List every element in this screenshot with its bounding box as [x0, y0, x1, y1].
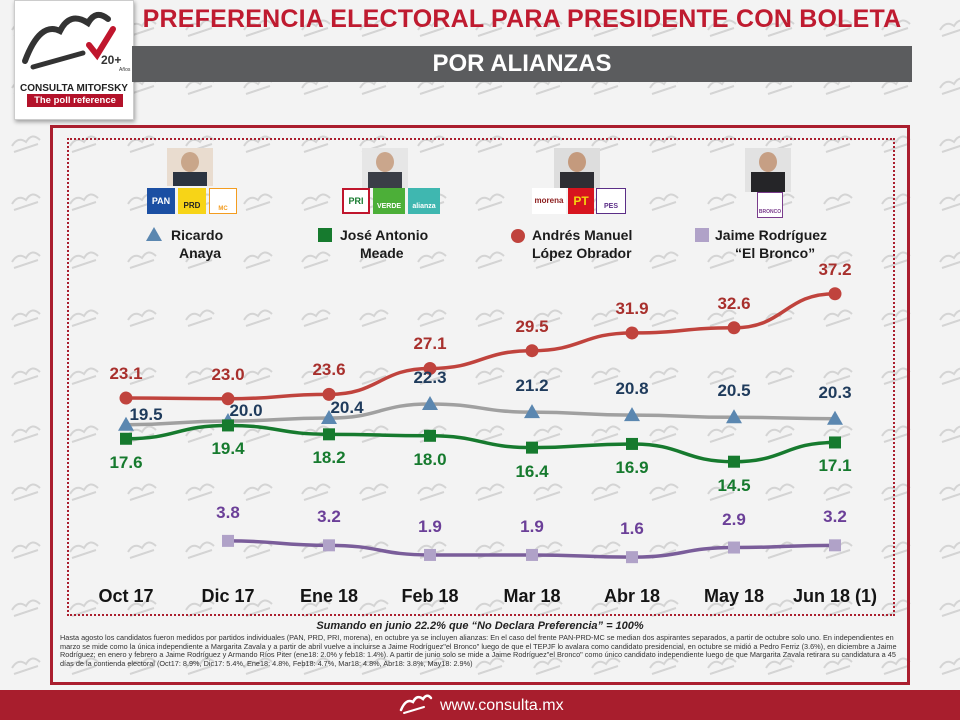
data-label: 18.2: [312, 448, 346, 468]
candidate-name-line2: Meade: [360, 245, 404, 261]
data-label: 20.3: [818, 382, 852, 402]
data-label: 3.8: [216, 502, 240, 522]
data-label: 20.4: [330, 398, 364, 418]
data-label: 23.1: [109, 364, 143, 384]
logo-swoosh-icon: [22, 11, 116, 70]
data-label: 3.2: [823, 507, 847, 527]
data-label: 20.5: [717, 381, 751, 401]
candidate-name-line2: “El Bronco”: [735, 245, 816, 261]
x-tick-label: Abr 18: [603, 586, 661, 606]
candidate-lopez-obrador: morena PT PES Andrés Manuel López Obrado…: [510, 148, 650, 268]
data-label: 21.2: [515, 376, 549, 396]
x-tick-label: Oct 17: [98, 586, 154, 606]
legend-triangle-icon: [146, 227, 162, 241]
consulta-mitofsky-logo: 20+ Años CONSULTA MITOFSKY The poll refe…: [14, 0, 134, 120]
pan-logo: PAN: [147, 188, 175, 214]
data-label: 19.4: [211, 439, 245, 459]
logo-name: CONSULTA MITOFSKY: [20, 83, 128, 94]
candidate-photo: [745, 148, 791, 192]
logo-years: 20+: [101, 53, 122, 67]
page-subtitle: POR ALIANZAS: [132, 46, 912, 82]
pes-logo: PES: [596, 188, 626, 214]
chart-frame: [50, 125, 910, 685]
prd-logo: PRD: [178, 188, 206, 214]
footnote: Hasta agosto los candidatos fueron medid…: [60, 633, 897, 668]
candidate-name-line2: López Obrador: [532, 245, 632, 261]
footer-bar: [0, 690, 960, 720]
logo-tagline: The poll reference: [27, 94, 123, 107]
legend-circle-icon: [511, 229, 525, 243]
data-label: 18.0: [413, 449, 447, 469]
legend-square-icon: [695, 228, 709, 242]
data-label: 17.1: [818, 456, 852, 476]
data-label: 3.2: [317, 507, 341, 527]
candidate-photo: [554, 148, 600, 188]
data-label: 2.9: [722, 509, 746, 529]
data-label: 17.6: [109, 452, 143, 472]
data-label: 37.2: [818, 259, 852, 279]
x-tick-label: May 18: [703, 586, 765, 606]
morena-logo: morena: [532, 188, 566, 214]
data-label: 16.4: [515, 461, 549, 481]
data-label: 16.9: [615, 457, 649, 477]
x-tick-label: Feb 18: [401, 586, 459, 606]
footer-url[interactable]: www.consulta.mx: [440, 697, 564, 714]
candidate-meade: PRI VERDE alianza José Antonio Meade: [318, 148, 448, 268]
data-label: 20.0: [229, 401, 263, 420]
candidate-name: Ricardo: [171, 227, 224, 243]
candidate-name: José Antonio: [340, 227, 429, 243]
consulta-logo-icon: [399, 694, 433, 714]
data-label: 1.9: [520, 516, 544, 536]
candidate-photo: [167, 148, 213, 186]
data-label: 22.3: [413, 367, 447, 387]
data-label: 29.5: [515, 316, 549, 336]
party-logos: PAN PRD MC: [145, 188, 241, 214]
verde-logo: VERDE: [373, 188, 405, 214]
bronco-logo: BRONCO: [757, 192, 783, 218]
x-tick-label: Ene 18: [299, 586, 359, 606]
party-logos: morena PT PES: [532, 188, 632, 216]
data-label: 20.8: [615, 379, 649, 399]
chart-dotted-border: [67, 138, 895, 616]
data-label: 32.6: [717, 293, 751, 313]
page-title: PREFERENCIA ELECTORAL PARA PRESIDENTE CO…: [142, 5, 902, 33]
candidate-rodriguez: BRONCO Jaime Rodríguez “El Bronco”: [695, 148, 845, 268]
data-label: 14.5: [717, 475, 751, 495]
data-label: 27.1: [413, 334, 447, 354]
legend-square-icon: [318, 228, 332, 242]
candidate-name: Jaime Rodríguez: [715, 227, 828, 243]
data-label: 19.5: [129, 404, 163, 424]
data-label: 1.9: [418, 516, 442, 536]
x-tick-label: Dic 17: [201, 586, 255, 606]
pt-logo: PT: [568, 188, 594, 214]
x-tick-label: Jun 18 (1): [792, 586, 878, 606]
data-label: 31.9: [615, 298, 649, 318]
candidate-photo: [362, 148, 408, 188]
logo-years-caption: Años: [119, 67, 131, 73]
candidate-name-line2: Anaya: [179, 245, 222, 261]
candidate-name: Andrés Manuel: [532, 227, 633, 243]
x-tick-label: Mar 18: [503, 586, 561, 606]
party-logos: PRI VERDE alianza: [342, 188, 442, 216]
data-label: 23.0: [211, 364, 245, 384]
data-label: 23.6: [312, 360, 346, 380]
candidate-anaya: PAN PRD MC Ricardo Anaya: [145, 148, 245, 268]
data-label: 1.6: [620, 519, 644, 539]
chart-note: Sumando en junio 22.2% que “No Declara P…: [316, 620, 644, 632]
mc-logo: MC: [209, 188, 237, 214]
alianza-logo: alianza: [408, 188, 440, 214]
pri-logo: PRI: [342, 188, 370, 214]
